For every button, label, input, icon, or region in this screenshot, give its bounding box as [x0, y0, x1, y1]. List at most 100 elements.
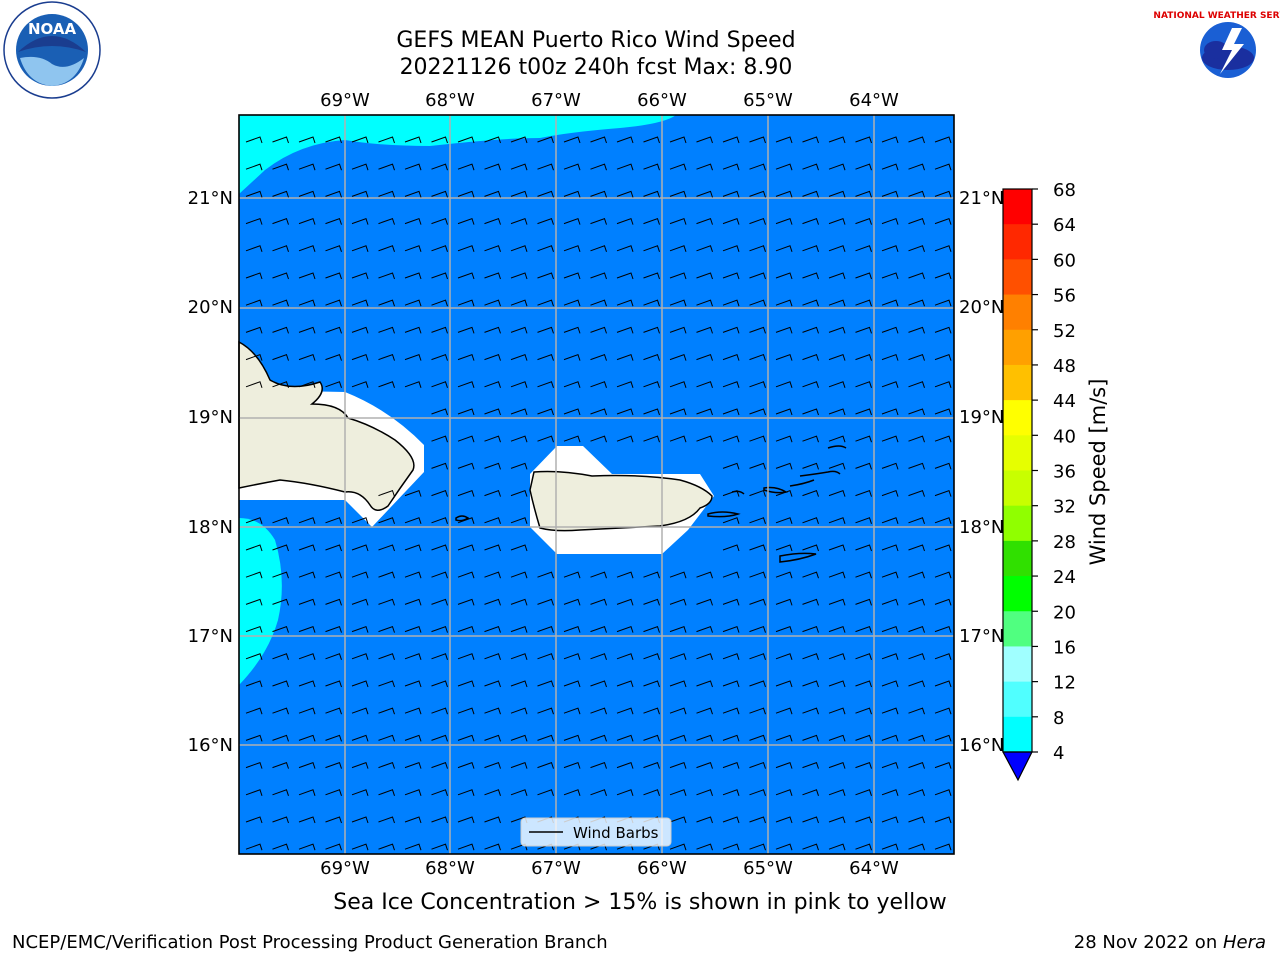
wind-barb — [351, 571, 369, 579]
wind-barb — [696, 381, 713, 388]
wind-barb — [934, 163, 952, 171]
colorbar-band — [1003, 681, 1032, 718]
footer-date-prefix: 28 Nov 2022 on — [1073, 932, 1223, 953]
wind-barb — [378, 653, 395, 660]
wind-barb — [749, 326, 766, 334]
wind-barb — [722, 136, 740, 144]
wind-barb — [908, 272, 925, 280]
wind-barb — [563, 761, 581, 769]
wind-barb — [298, 571, 316, 579]
wind-barb — [325, 136, 342, 144]
wind-barb — [325, 381, 342, 388]
wind-barb — [802, 217, 819, 225]
wind-barb — [669, 353, 687, 361]
wind-barb — [245, 707, 263, 715]
wind-barb — [643, 190, 660, 198]
wind-barb — [325, 299, 342, 307]
wind-barb — [775, 136, 793, 144]
wind-barb — [245, 381, 263, 388]
wind-barb — [908, 353, 925, 361]
wind-barb — [696, 761, 713, 769]
wind-barb — [298, 245, 316, 252]
wind-barb — [404, 217, 422, 225]
wind-barb — [510, 544, 528, 552]
wind-barb — [325, 544, 342, 552]
wind-barb — [749, 462, 766, 470]
wind-barb — [775, 353, 793, 361]
wind-barb — [245, 789, 263, 796]
wind-barb — [616, 625, 634, 633]
wind-barb — [510, 489, 528, 497]
wind-barb — [643, 136, 660, 144]
wind-barb — [802, 843, 819, 851]
wind-barb — [643, 653, 660, 660]
wind-barb — [696, 598, 713, 606]
wind-barb — [351, 353, 369, 361]
wind-barb — [881, 653, 899, 660]
wind-barb — [351, 598, 369, 606]
wind-barb — [908, 761, 925, 769]
wind-barb — [510, 381, 528, 388]
wind-barb — [855, 843, 872, 851]
wind-barb — [298, 217, 316, 225]
wind-barb — [378, 517, 395, 524]
wind-barb — [298, 544, 316, 552]
lon-label: 64°W — [849, 858, 899, 879]
wind-barb — [590, 734, 607, 742]
wind-barb — [669, 598, 687, 606]
wind-barb — [404, 272, 422, 280]
colorbar-band — [1003, 189, 1032, 225]
wind-barb — [298, 517, 316, 524]
wind-barb — [749, 381, 766, 388]
lat-label: 18°N — [959, 517, 1004, 538]
wind-barb — [298, 734, 316, 742]
footer-credit: NCEP/EMC/Verification Post Processing Pr… — [12, 932, 608, 953]
wind-barb — [457, 408, 475, 416]
wind-barb — [272, 680, 289, 688]
wind-barb — [457, 571, 475, 579]
wind-barb — [431, 707, 448, 715]
wind-barb — [908, 163, 925, 171]
colorbar-tick-label: 8 — [1053, 708, 1064, 729]
wind-barb — [298, 381, 316, 388]
wind-barb — [696, 217, 713, 225]
wind-barb — [643, 761, 660, 769]
wind-barb — [775, 245, 793, 252]
wind-barb — [828, 245, 846, 252]
wind-barb — [749, 761, 766, 769]
wind-barb — [537, 272, 554, 280]
wind-barb — [404, 299, 422, 307]
wind-barb — [484, 489, 501, 497]
wind-barb — [272, 571, 289, 579]
colorbar-band — [1003, 576, 1032, 612]
wind-barb — [855, 435, 872, 443]
wind-barb — [590, 353, 607, 361]
wind-barb — [881, 843, 899, 851]
wind-barb — [484, 136, 501, 144]
wind-barb — [563, 245, 581, 252]
wind-barb — [484, 517, 501, 524]
wind-barb — [510, 734, 528, 742]
wind-barb — [855, 381, 872, 388]
wind-barb — [802, 625, 819, 633]
wind-barb — [775, 326, 793, 334]
wind-barb — [881, 625, 899, 633]
wind-barb — [722, 272, 740, 280]
wind-barb — [828, 761, 846, 769]
wind-barb — [749, 299, 766, 307]
wind-barb — [669, 190, 687, 198]
wind-barb — [722, 625, 740, 633]
wind-barb — [669, 245, 687, 252]
wind-barb — [881, 598, 899, 606]
wind-barb — [881, 326, 899, 334]
wind-barb — [325, 843, 342, 851]
wind-barb — [669, 816, 687, 824]
wind-barb — [828, 653, 846, 660]
wind-barb — [881, 571, 899, 579]
wind-barb — [749, 843, 766, 851]
wind-barb — [749, 245, 766, 252]
wind-barb — [510, 299, 528, 307]
wind-barb — [881, 217, 899, 225]
wind-barb — [696, 734, 713, 742]
wind-barb — [484, 299, 501, 307]
